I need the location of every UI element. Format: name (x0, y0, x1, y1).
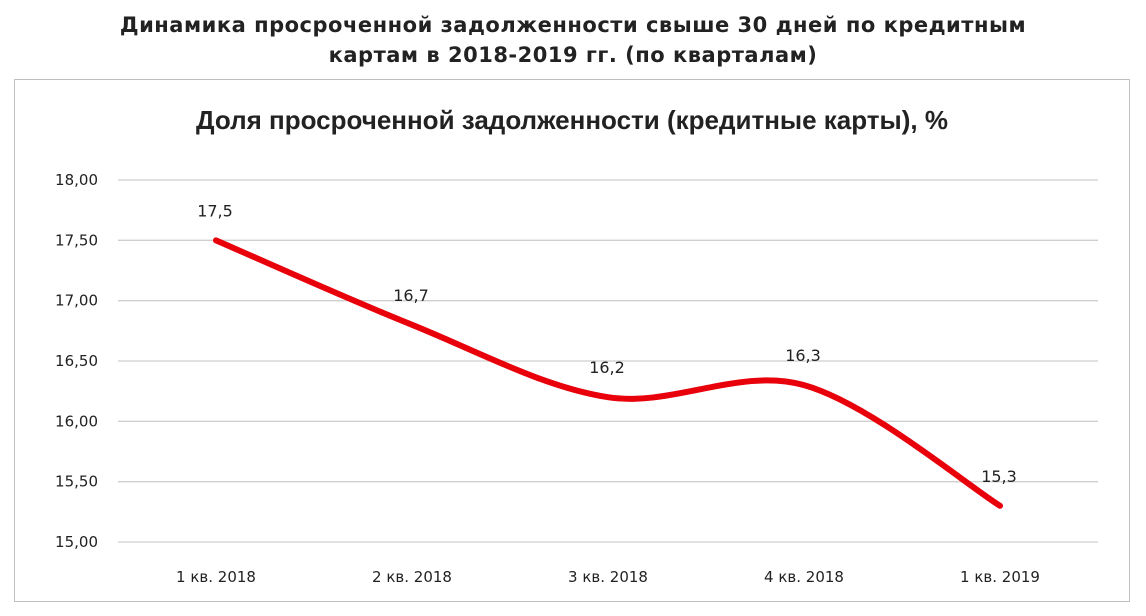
page-title-line-2: картам в 2018-2019 гг. (по кварталам) (328, 43, 818, 67)
x-tick-label: 2 кв. 2018 (372, 568, 452, 586)
chart-frame (14, 79, 1130, 602)
x-tick-label: 4 кв. 2018 (764, 568, 844, 586)
y-tick-label: 18,00 (55, 171, 98, 189)
data-label: 16,7 (393, 286, 429, 305)
gridlines (118, 179, 1098, 543)
page-title-line-1: Динамика просроченной задолженности свыш… (119, 13, 1027, 37)
page-title: Динамика просроченной задолженности свыш… (40, 10, 1106, 70)
chart-title: Доля просроченной задолженности (кредитн… (196, 105, 948, 135)
data-label: 16,3 (785, 346, 821, 365)
y-tick-label: 16,50 (55, 352, 98, 370)
data-labels: 17,5 16,7 16,2 16,3 15,3 (197, 201, 1017, 485)
y-tick-label: 15,00 (55, 533, 98, 551)
x-axis-ticks: 1 кв. 2018 2 кв. 2018 3 кв. 2018 4 кв. 2018… (176, 568, 1040, 586)
data-label: 17,5 (197, 201, 233, 220)
y-axis-ticks: 15,00 15,50 16,00 16,50 17,00 17,50 18,00 (55, 171, 98, 551)
x-tick-label: 3 кв. 2018 (568, 568, 648, 586)
y-tick-label: 17,50 (55, 231, 98, 249)
x-tick-label: 1 кв. 2018 (176, 568, 256, 586)
series-line (213, 237, 1003, 509)
y-tick-label: 15,50 (55, 473, 98, 491)
x-tick-label: 1 кв. 2019 (960, 568, 1040, 586)
y-tick-label: 16,00 (55, 412, 98, 430)
data-label: 16,2 (589, 358, 625, 377)
series-layer (213, 237, 1003, 509)
y-tick-label: 17,00 (55, 292, 98, 310)
data-label: 15,3 (981, 467, 1017, 486)
